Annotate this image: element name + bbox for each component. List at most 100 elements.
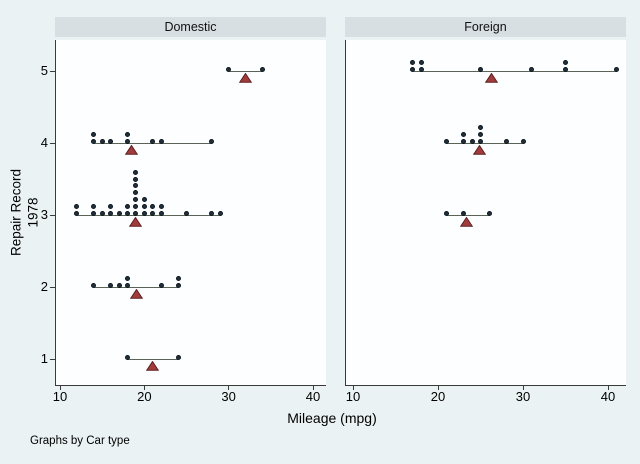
data-point (124, 138, 130, 144)
data-point (520, 138, 526, 144)
data-point (133, 203, 139, 209)
data-point (108, 203, 114, 209)
data-point (478, 66, 483, 72)
data-point (175, 282, 181, 288)
mean-triangle (238, 70, 253, 83)
data-point (150, 210, 156, 216)
y-tick-label: 5 (40, 63, 48, 78)
data-point (184, 210, 189, 216)
y-tick-label: 2 (40, 279, 48, 294)
data-point (150, 138, 156, 144)
data-point (91, 138, 97, 144)
data-point (461, 131, 466, 137)
x-tick-mark (143, 386, 145, 390)
data-point (158, 210, 164, 216)
data-point (133, 190, 139, 196)
panel-title-domestic-label: Domestic (164, 20, 217, 34)
data-point (486, 210, 492, 216)
x-tick-label: 20 (137, 389, 152, 404)
data-point (91, 282, 97, 288)
y-tick-mark (50, 70, 55, 72)
x-tick-mark (607, 386, 609, 390)
data-point (124, 275, 130, 281)
range-line (76, 214, 221, 216)
data-point (217, 210, 223, 216)
data-point (259, 66, 265, 72)
x-tick-mark (437, 386, 439, 390)
data-point (124, 131, 130, 137)
data-point (410, 59, 415, 65)
x-tick-label: 20 (430, 389, 446, 404)
range-line (446, 142, 523, 144)
data-point (150, 203, 156, 209)
y-tick-mark (50, 286, 55, 288)
data-point (175, 354, 181, 360)
data-point (478, 131, 483, 137)
x-tick-label: 30 (515, 389, 531, 404)
plot-area-foreign (345, 40, 626, 386)
range-line (228, 70, 263, 72)
y-tick-mark (50, 142, 55, 144)
data-point (158, 138, 164, 144)
range-line (127, 358, 179, 360)
data-point (175, 275, 181, 281)
data-point (108, 282, 114, 288)
data-point (133, 169, 139, 175)
data-point (124, 282, 130, 288)
data-point (529, 66, 534, 72)
data-point (133, 210, 139, 216)
x-tick-mark (522, 386, 524, 390)
x-axis-title: Mileage (mpg) (287, 410, 377, 426)
data-point (444, 138, 449, 144)
data-point (158, 203, 164, 209)
data-point (614, 66, 619, 72)
data-point (116, 210, 122, 216)
data-point (141, 203, 147, 209)
data-point (461, 210, 466, 216)
panel-title-domestic: Domestic (55, 17, 326, 37)
y-tick-label: 4 (40, 135, 48, 150)
data-point (141, 210, 147, 216)
data-point (108, 210, 114, 216)
mean-triangle (146, 358, 160, 371)
data-point (108, 138, 114, 144)
y-tick-label: 1 (40, 351, 48, 366)
y-tick-mark (50, 214, 55, 216)
x-tick-label: 10 (345, 389, 361, 404)
y-tick-mark (50, 358, 55, 360)
x-tick-label: 40 (600, 389, 616, 404)
data-point (124, 203, 130, 209)
data-point (116, 282, 122, 288)
x-tick-mark (352, 386, 354, 390)
x-tick-mark (228, 386, 230, 390)
panel-title-foreign: Foreign (345, 17, 626, 37)
data-point (563, 66, 568, 72)
mean-triangle (485, 70, 499, 83)
data-point (158, 282, 164, 288)
data-point (226, 66, 232, 72)
mean-triangle (130, 286, 144, 299)
data-point (74, 203, 80, 209)
y-tick-label: 3 (40, 207, 48, 222)
data-point (563, 59, 568, 65)
range-line (412, 70, 617, 72)
data-point (141, 196, 147, 202)
data-point (74, 210, 80, 216)
x-tick-label: 40 (305, 389, 321, 404)
data-point (410, 66, 415, 72)
data-point (461, 138, 466, 144)
mean-triangle (129, 214, 143, 227)
x-tick-label: 10 (52, 389, 68, 404)
data-point (99, 210, 105, 216)
data-point (418, 66, 424, 72)
data-point (418, 59, 424, 65)
data-point (99, 138, 105, 144)
data-point (478, 124, 483, 130)
data-point (124, 354, 130, 360)
data-point (133, 176, 139, 182)
data-point (91, 131, 97, 137)
data-point (478, 138, 483, 144)
range-line (93, 286, 179, 288)
x-tick-label: 30 (221, 389, 236, 404)
